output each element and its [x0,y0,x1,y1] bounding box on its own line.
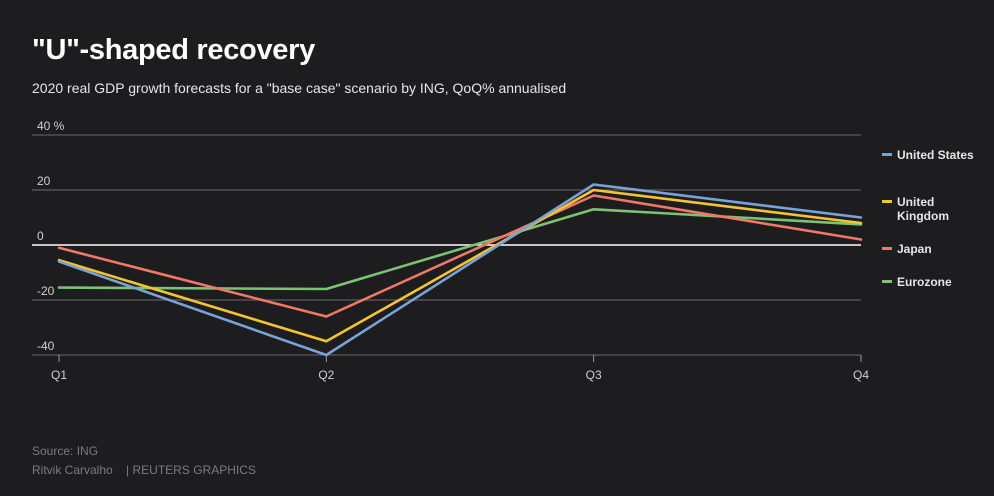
chart-subtitle: 2020 real GDP growth forecasts for a "ba… [32,80,567,96]
x-tick-label: Q2 [318,368,334,382]
y-tick-label: -20 [37,284,55,298]
credit-line: Ritvik Carvalho | REUTERS GRAPHICS [32,463,256,477]
x-tick-label: Q3 [586,368,602,382]
author-credit: Ritvik Carvalho [32,463,113,477]
legend-swatch-japan [882,247,892,250]
legend-swatch-eurozone [882,280,892,283]
credit-separator: | [126,463,130,477]
legend-swatch-united-states [882,153,892,156]
grid-layer: 40 % 20 0 -20 -40 [32,119,861,356]
x-axis: Q1 Q2 Q3 Q4 [51,355,869,382]
series-layer [57,183,863,357]
y-tick-label: 0 [37,229,44,243]
y-tick-label: 20 [37,174,51,188]
legend-label: Japan [897,242,932,256]
legend-swatch-united-kingdom [882,200,892,203]
series-line-eurozone [57,208,863,291]
y-tick-label: 40 % [37,119,65,133]
x-tick-label: Q4 [853,368,869,382]
chart-title: "U"-shaped recovery [32,34,315,66]
y-tick-label: -40 [37,339,55,353]
series-line-united-states [57,183,863,357]
agency-credit: REUTERS GRAPHICS [132,463,256,477]
series-line-united-kingdom [57,188,863,343]
x-tick-label: Q1 [51,368,67,382]
legend-label: United Kingdom [897,195,949,223]
source-note: Source: ING [32,444,99,458]
legend-label: Eurozone [897,275,952,289]
series-line-japan [57,194,863,318]
legend-label: United States [897,148,974,162]
